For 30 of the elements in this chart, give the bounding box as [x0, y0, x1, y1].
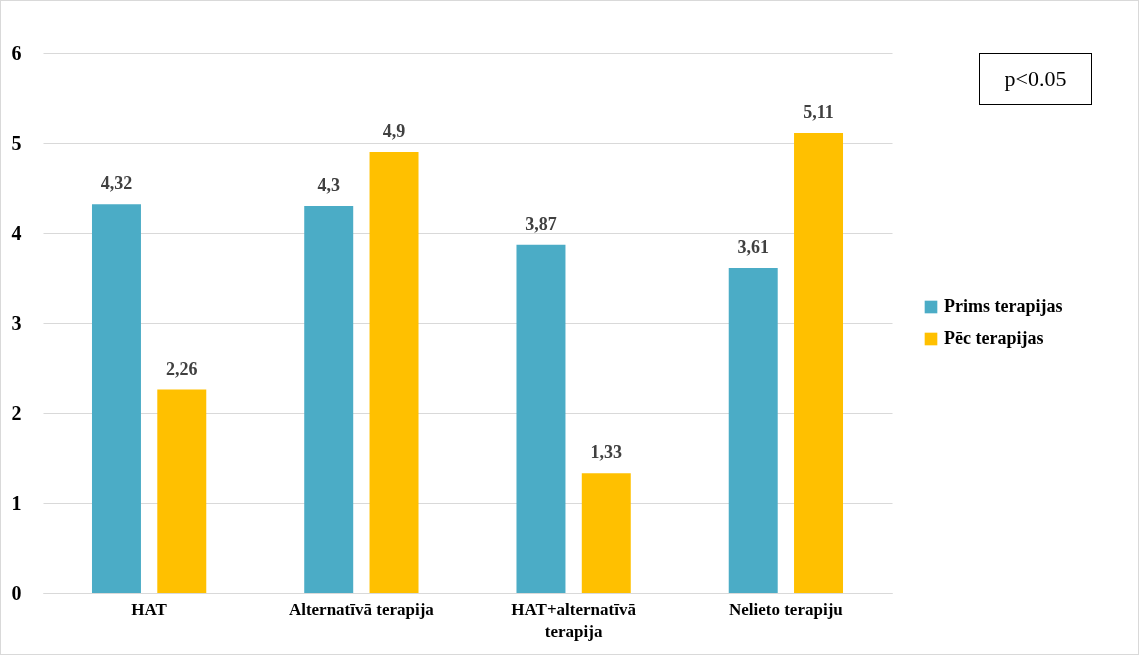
y-tick-label: 6 [11, 41, 22, 64]
bar [728, 268, 778, 593]
bar [304, 206, 354, 593]
data-label: 2,26 [166, 358, 198, 379]
y-tick-label: 4 [11, 221, 22, 244]
y-tick-label: 5 [11, 131, 22, 154]
data-label: 4,9 [382, 121, 406, 141]
bar [516, 244, 566, 593]
legend-label: Prims terapijas [944, 296, 1063, 316]
bar [369, 152, 419, 593]
data-label: 4,3 [317, 175, 340, 195]
x-tick-label: HAT+alternatīvā terapija [511, 599, 637, 641]
data-label: 1,33 [590, 442, 623, 463]
x-tick-label: Nelieto terapiju [728, 599, 843, 619]
text: p<0.05 [979, 53, 1092, 105]
data-label: 3,87 [525, 213, 557, 234]
bar [794, 133, 844, 593]
data-label: 5,11 [803, 102, 834, 123]
bar [91, 204, 141, 593]
y-tick-label: 0 [11, 581, 22, 604]
bar [581, 473, 631, 593]
x-tick-label: Alternatīvā terapija [288, 599, 435, 619]
bar [157, 389, 207, 593]
x-tick-label: HAT [131, 599, 168, 619]
data-label: 4,32 [100, 173, 133, 194]
legend-label: Pēc terapijas [944, 328, 1044, 348]
y-tick-label: 3 [11, 311, 22, 334]
y-tick-label: 2 [11, 401, 22, 424]
y-tick-label: 1 [11, 491, 22, 514]
data-label: 3,61 [737, 237, 769, 258]
